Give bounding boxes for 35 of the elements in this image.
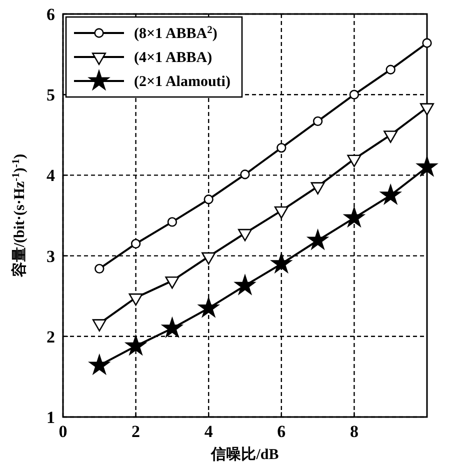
point [204, 194, 214, 204]
point [126, 336, 146, 355]
y-tick-label: 1 [46, 408, 55, 427]
point [380, 184, 401, 204]
legend-label: (8×1 ABBA$^{2}$) [134, 24, 218, 42]
y-tick-label: 6 [46, 5, 55, 24]
x-tick-label: 6 [277, 422, 286, 441]
legend-label: (4×1 ABBA) [134, 50, 212, 66]
point [344, 207, 364, 227]
point [422, 38, 432, 48]
x-axis-title: 信噪比/dB [210, 446, 279, 463]
point [162, 318, 182, 337]
point [89, 354, 110, 374]
point [271, 253, 292, 273]
x-tick-label: 8 [350, 422, 358, 441]
point [349, 90, 360, 100]
y-tick-label: 4 [46, 166, 56, 186]
point [240, 170, 250, 180]
point [198, 298, 219, 317]
x-tick-label: 2 [132, 422, 140, 441]
point [312, 116, 323, 126]
point [130, 238, 141, 249]
point [416, 156, 438, 176]
y-tick-label: 5 [46, 86, 55, 105]
y-tick-label: 3 [46, 246, 55, 266]
point [234, 275, 256, 294]
x-tick-label: 0 [58, 422, 68, 441]
y-tick-label: 2 [46, 327, 55, 346]
point [94, 264, 104, 274]
x-tick-label: 4 [204, 422, 214, 441]
point [167, 217, 178, 227]
point [276, 142, 286, 153]
legend-label: (2×1 Alamouti) [134, 74, 230, 90]
point [386, 64, 396, 74]
point [308, 230, 328, 250]
